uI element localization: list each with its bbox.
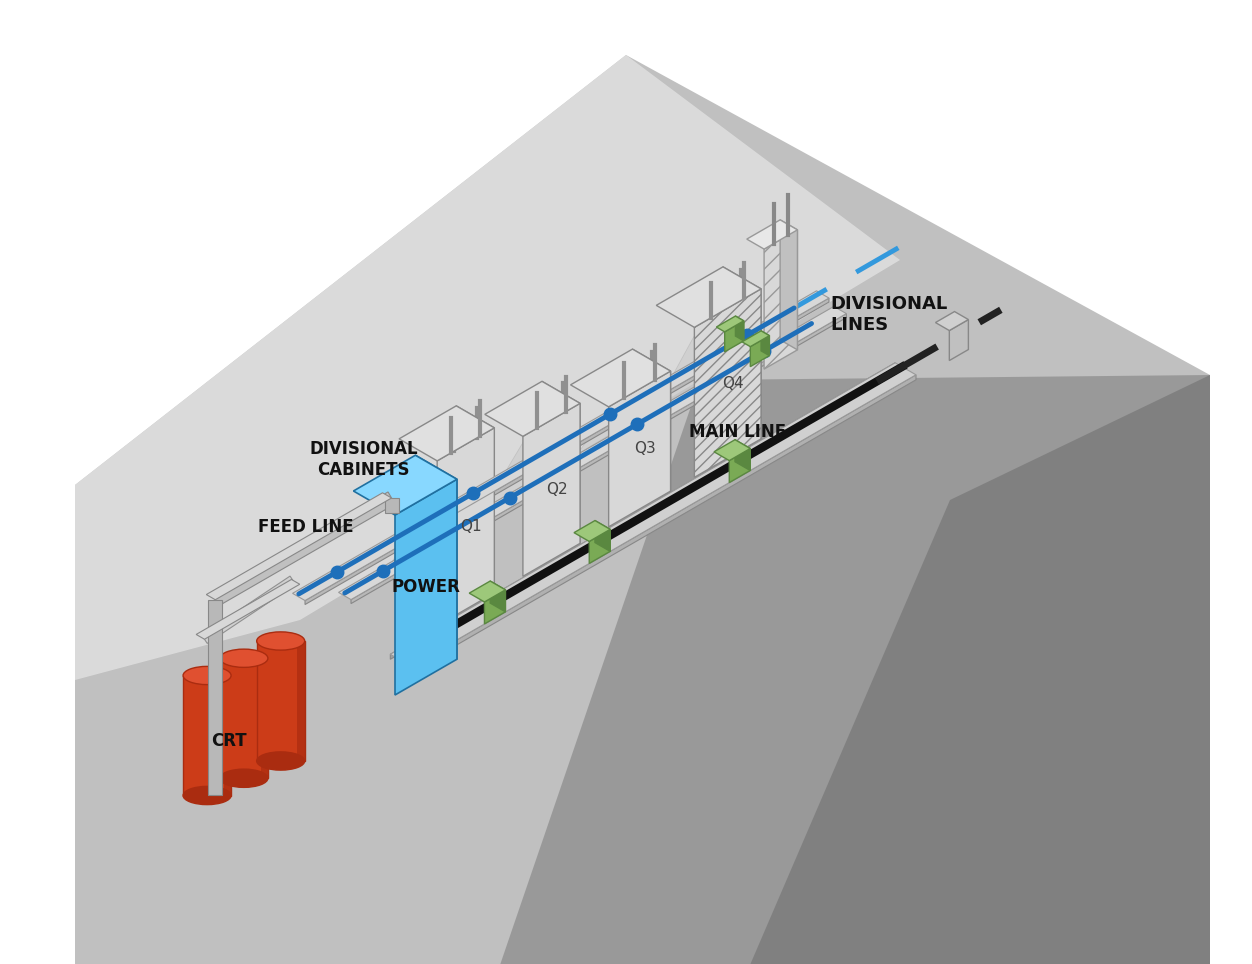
Polygon shape xyxy=(656,267,761,328)
Polygon shape xyxy=(212,492,396,605)
Polygon shape xyxy=(260,658,268,778)
Text: POWER: POWER xyxy=(392,578,461,596)
FancyBboxPatch shape xyxy=(220,658,268,778)
Polygon shape xyxy=(742,331,770,347)
Polygon shape xyxy=(542,382,580,544)
Polygon shape xyxy=(437,428,495,626)
FancyBboxPatch shape xyxy=(257,641,304,761)
Polygon shape xyxy=(639,293,755,438)
Polygon shape xyxy=(75,55,1209,964)
Polygon shape xyxy=(394,479,457,695)
Text: MAIN LINE: MAIN LINE xyxy=(689,423,786,441)
Polygon shape xyxy=(750,375,1209,964)
Ellipse shape xyxy=(257,631,304,650)
Polygon shape xyxy=(75,55,900,680)
Polygon shape xyxy=(305,298,829,604)
Polygon shape xyxy=(500,375,1209,964)
Polygon shape xyxy=(381,431,488,586)
Polygon shape xyxy=(746,220,798,249)
Polygon shape xyxy=(552,375,665,487)
Polygon shape xyxy=(523,403,580,576)
Ellipse shape xyxy=(183,787,232,805)
Polygon shape xyxy=(485,382,580,437)
Polygon shape xyxy=(573,521,610,542)
Polygon shape xyxy=(207,493,392,600)
Polygon shape xyxy=(949,319,968,361)
Ellipse shape xyxy=(257,752,304,770)
Polygon shape xyxy=(750,335,770,366)
Text: CRT: CRT xyxy=(212,732,247,750)
Polygon shape xyxy=(571,349,671,407)
Polygon shape xyxy=(491,581,506,612)
Ellipse shape xyxy=(220,769,268,788)
Text: Q2: Q2 xyxy=(546,482,567,497)
Polygon shape xyxy=(466,407,575,537)
Polygon shape xyxy=(735,440,750,470)
Polygon shape xyxy=(632,349,671,491)
Polygon shape xyxy=(729,448,750,483)
Polygon shape xyxy=(595,521,610,551)
Polygon shape xyxy=(935,311,968,331)
Polygon shape xyxy=(780,220,798,350)
Polygon shape xyxy=(453,476,552,533)
Polygon shape xyxy=(608,371,671,527)
Text: Q1: Q1 xyxy=(459,520,482,534)
Polygon shape xyxy=(202,576,295,643)
Polygon shape xyxy=(411,375,916,671)
Polygon shape xyxy=(470,581,506,602)
Polygon shape xyxy=(293,291,829,601)
Polygon shape xyxy=(298,641,304,761)
Text: DIVISIONAL
CABINETS: DIVISIONAL CABINETS xyxy=(309,441,418,479)
Polygon shape xyxy=(695,289,761,477)
Polygon shape xyxy=(725,321,744,352)
Polygon shape xyxy=(590,529,610,563)
Polygon shape xyxy=(351,313,846,603)
Polygon shape xyxy=(540,426,639,483)
Polygon shape xyxy=(416,455,457,659)
Polygon shape xyxy=(761,331,770,356)
Polygon shape xyxy=(391,362,895,659)
Polygon shape xyxy=(208,600,223,794)
Polygon shape xyxy=(224,676,232,795)
Polygon shape xyxy=(735,316,744,341)
Polygon shape xyxy=(368,525,466,582)
Polygon shape xyxy=(391,362,916,666)
Polygon shape xyxy=(338,307,846,600)
Polygon shape xyxy=(399,406,495,461)
Text: DIVISIONAL
LINES: DIVISIONAL LINES xyxy=(831,295,948,334)
Text: Q4: Q4 xyxy=(722,376,744,390)
Polygon shape xyxy=(764,229,798,369)
Polygon shape xyxy=(716,316,744,332)
Ellipse shape xyxy=(183,666,232,684)
Polygon shape xyxy=(456,406,495,593)
Polygon shape xyxy=(353,455,457,515)
Text: Q3: Q3 xyxy=(634,442,656,457)
Polygon shape xyxy=(197,579,299,639)
FancyBboxPatch shape xyxy=(183,676,232,795)
Text: FEED LINE: FEED LINE xyxy=(258,519,353,537)
Polygon shape xyxy=(485,590,506,624)
Ellipse shape xyxy=(220,649,268,667)
Polygon shape xyxy=(722,267,761,439)
Polygon shape xyxy=(714,440,750,461)
Polygon shape xyxy=(384,498,398,513)
